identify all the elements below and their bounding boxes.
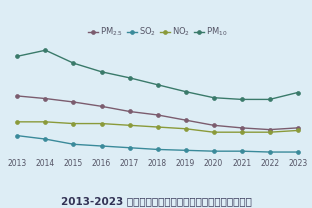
PM$_{2.5}$ xyxy=(212,124,216,126)
PM$_{10}$ xyxy=(128,77,131,79)
PM$_{10}$ xyxy=(156,83,159,86)
PM$_{10}$ xyxy=(212,97,216,99)
PM$_{2.5}$ xyxy=(16,95,19,97)
Line: SO$_2$: SO$_2$ xyxy=(16,134,300,154)
SO$_2$ xyxy=(128,146,131,149)
PM$_{2.5}$ xyxy=(184,119,188,121)
PM$_{2.5}$ xyxy=(72,101,76,103)
SO$_2$ xyxy=(296,151,300,153)
NO$_2$ xyxy=(100,122,103,125)
Text: 2013-2023 年空气中主要污染物年平均浓度值变化趋势图: 2013-2023 年空气中主要污染物年平均浓度值变化趋势图 xyxy=(61,196,251,206)
Line: PM$_{10}$: PM$_{10}$ xyxy=(16,48,300,101)
Legend: PM$_{2.5}$, SO$_2$, NO$_2$, PM$_{10}$: PM$_{2.5}$, SO$_2$, NO$_2$, PM$_{10}$ xyxy=(85,22,230,42)
SO$_2$ xyxy=(240,150,243,152)
SO$_2$ xyxy=(100,145,103,147)
NO$_2$ xyxy=(16,121,19,123)
SO$_2$ xyxy=(212,150,216,152)
PM$_{10}$ xyxy=(16,55,19,58)
NO$_2$ xyxy=(128,124,131,126)
PM$_{2.5}$ xyxy=(296,127,300,129)
PM$_{2.5}$ xyxy=(44,97,47,100)
SO$_2$ xyxy=(268,151,271,153)
Line: NO$_2$: NO$_2$ xyxy=(16,120,300,134)
NO$_2$ xyxy=(72,122,76,125)
SO$_2$ xyxy=(184,149,188,152)
PM$_{10}$ xyxy=(296,91,300,94)
SO$_2$ xyxy=(156,148,159,151)
SO$_2$ xyxy=(16,134,19,137)
PM$_{2.5}$ xyxy=(240,127,243,129)
PM$_{10}$ xyxy=(184,90,188,93)
PM$_{2.5}$ xyxy=(128,110,131,113)
NO$_2$ xyxy=(156,126,159,128)
PM$_{10}$ xyxy=(100,71,103,73)
NO$_2$ xyxy=(44,121,47,123)
NO$_2$ xyxy=(184,128,188,130)
SO$_2$ xyxy=(44,138,47,140)
Line: PM$_{2.5}$: PM$_{2.5}$ xyxy=(16,94,300,131)
PM$_{10}$ xyxy=(72,62,76,64)
PM$_{10}$ xyxy=(268,98,271,101)
NO$_2$ xyxy=(296,129,300,132)
PM$_{10}$ xyxy=(44,49,47,51)
PM$_{10}$ xyxy=(240,98,243,101)
PM$_{2.5}$ xyxy=(100,105,103,108)
NO$_2$ xyxy=(268,131,271,134)
NO$_2$ xyxy=(212,131,216,134)
PM$_{2.5}$ xyxy=(156,114,159,116)
NO$_2$ xyxy=(240,131,243,134)
SO$_2$ xyxy=(72,143,76,146)
PM$_{2.5}$ xyxy=(268,128,271,131)
